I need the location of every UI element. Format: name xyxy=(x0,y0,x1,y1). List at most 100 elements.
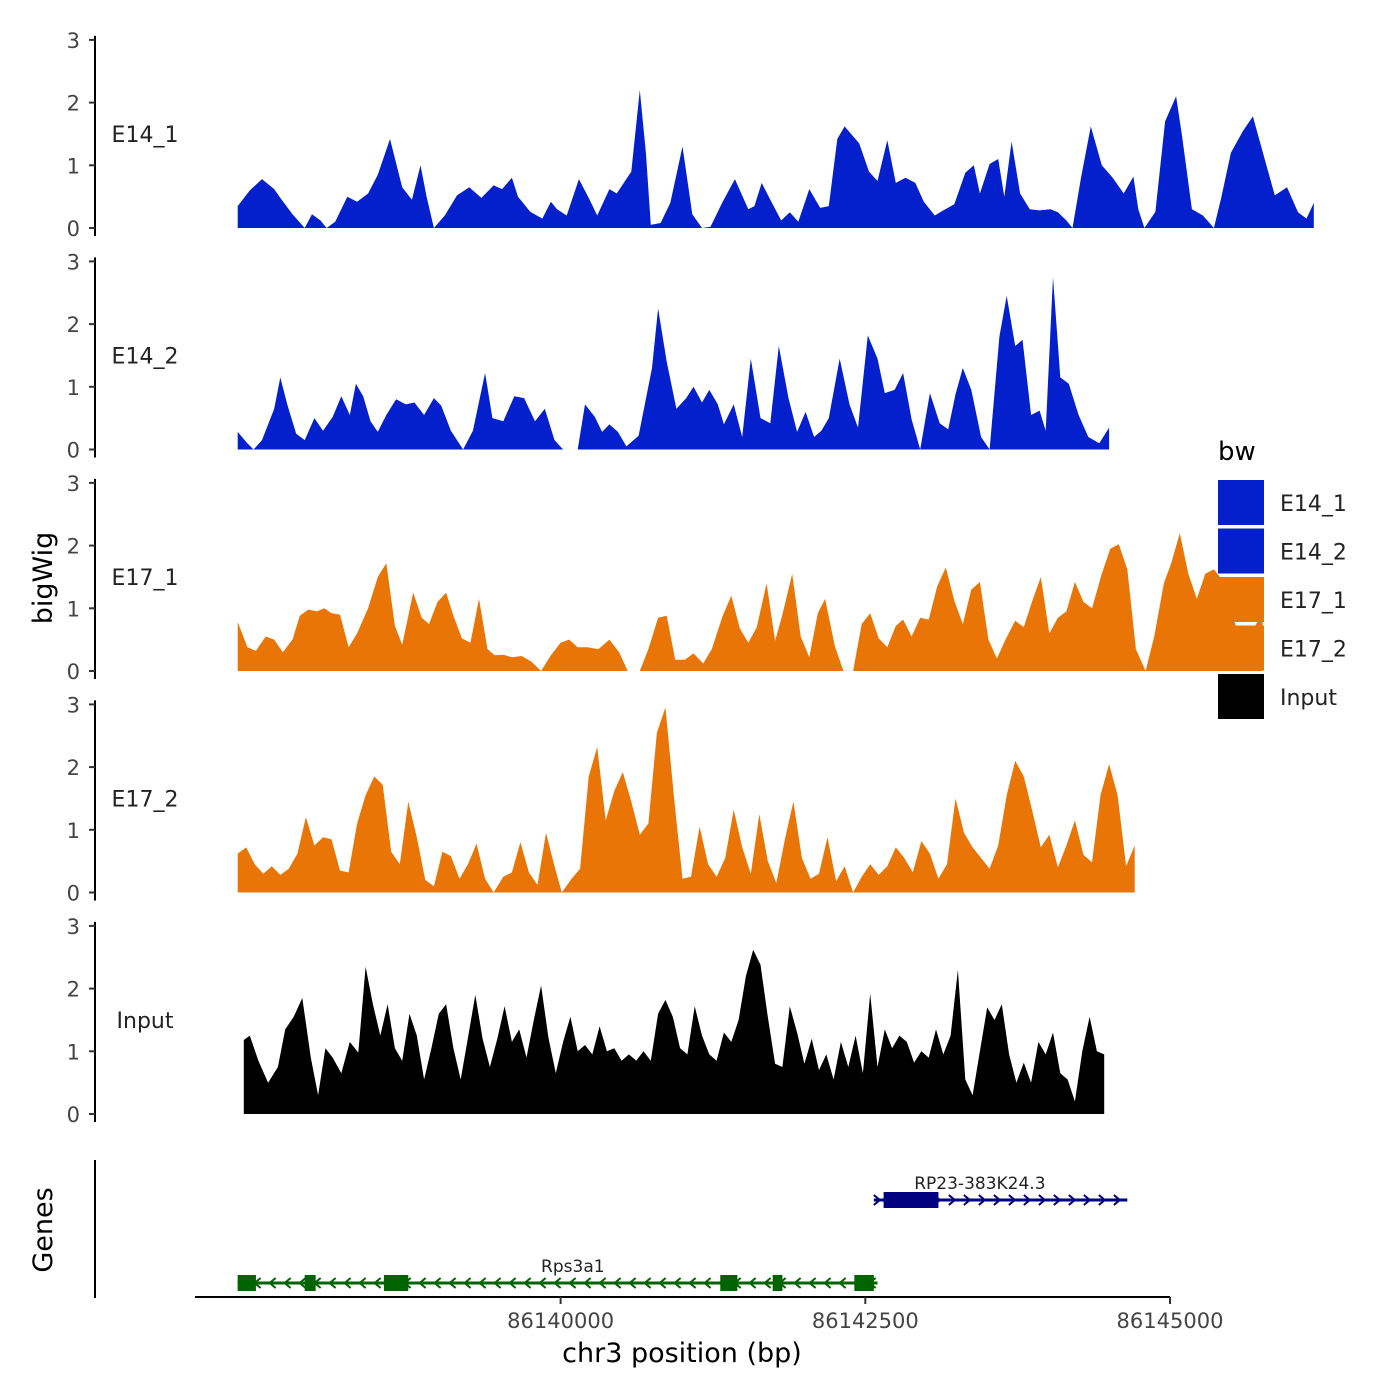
strand-chevron xyxy=(643,1277,652,1289)
track-label: E17_1 xyxy=(112,566,179,591)
gene-exon xyxy=(720,1275,738,1291)
y-tick-label: 0 xyxy=(67,439,80,463)
strand-chevron xyxy=(1113,1194,1122,1206)
strand-chevron xyxy=(763,1277,772,1289)
x-tick-label: 86145000 xyxy=(1117,1309,1224,1333)
gene-exon xyxy=(237,1275,256,1291)
track-label: E17_2 xyxy=(112,787,179,812)
legend-swatch-Input xyxy=(1218,674,1264,719)
x-axis-title: chr3 position (bp) xyxy=(562,1338,802,1369)
strand-chevron xyxy=(583,1277,592,1289)
y-axis-title: bigWig xyxy=(28,532,59,625)
signal-area-E14_2 xyxy=(237,277,1110,450)
strand-chevron xyxy=(358,1277,367,1289)
strand-chevron xyxy=(703,1277,712,1289)
signal-area-E14_1 xyxy=(237,90,1314,228)
gene-label: RP23-383K24.3 xyxy=(914,1174,1045,1194)
legend-label: E17_1 xyxy=(1280,589,1347,614)
y-tick-label: 0 xyxy=(67,1103,80,1127)
strand-chevron xyxy=(493,1277,502,1289)
track-E14_1: 0 1 2 3 E14_1 xyxy=(67,29,1314,241)
y-tick-label: 3 xyxy=(67,915,80,939)
strand-chevron xyxy=(598,1277,607,1289)
strand-chevron xyxy=(1008,1194,1017,1206)
track-E14_2: 0 1 2 3 E14_2 xyxy=(67,250,1110,463)
strand-chevron xyxy=(1038,1194,1047,1206)
signal-area-Input xyxy=(243,949,1105,1114)
strand-chevron xyxy=(463,1277,472,1289)
strand-chevron xyxy=(523,1277,532,1289)
x-tick-label: 86142500 xyxy=(812,1309,919,1333)
genes-panel: Rps3a1 RP23-383K24.3 xyxy=(94,1160,1128,1298)
strand-chevron xyxy=(1023,1194,1032,1206)
legend-label: E14_1 xyxy=(1280,492,1347,517)
track-E17_1: 0 1 2 3 E17_1 xyxy=(67,472,1263,684)
signal-tracks: 0 1 2 3 E14_1 0 1 2 3 E14_2 0 1 2 3 E17_1 0 1 2 3 E17_2 0 1 2 3… xyxy=(67,29,1314,1127)
y-tick-label: 2 xyxy=(67,978,80,1002)
strand-chevron xyxy=(538,1277,547,1289)
strand-chevron xyxy=(673,1277,682,1289)
legend-swatch-E14_2 xyxy=(1218,528,1264,574)
y-tick-label: 1 xyxy=(67,597,80,621)
gene-Rps3a1: Rps3a1 xyxy=(237,1257,878,1291)
gene-exon xyxy=(883,1192,939,1208)
legend-swatch-E17_2 xyxy=(1218,625,1264,671)
strand-chevron xyxy=(298,1277,307,1289)
y-tick-label: 1 xyxy=(67,376,80,400)
legend: bw E14_1 E14_2 E17_1 E17_2 Input xyxy=(1218,437,1347,719)
strand-chevron xyxy=(328,1277,337,1289)
strand-chevron xyxy=(283,1277,292,1289)
track-label: Input xyxy=(117,1009,174,1034)
legend-label: E17_2 xyxy=(1280,638,1347,663)
x-tick-label: 86140000 xyxy=(507,1309,614,1333)
y-tick-label: 2 xyxy=(67,756,80,780)
legend-label: Input xyxy=(1280,686,1337,711)
strand-chevron xyxy=(418,1277,427,1289)
strand-chevron xyxy=(873,1194,882,1206)
strand-chevron xyxy=(993,1194,1002,1206)
strand-chevron xyxy=(268,1277,277,1289)
y-tick-label: 0 xyxy=(67,882,80,906)
track-label: E14_1 xyxy=(112,123,179,148)
strand-chevron xyxy=(433,1277,442,1289)
y-tick-label: 0 xyxy=(67,660,80,684)
y-tick-label: 1 xyxy=(67,819,80,843)
strand-chevron xyxy=(1068,1194,1077,1206)
y-tick-label: 2 xyxy=(67,535,80,559)
strand-chevron xyxy=(373,1277,382,1289)
legend-label: E14_2 xyxy=(1280,541,1347,566)
y-tick-label: 3 xyxy=(67,693,80,717)
strand-chevron xyxy=(978,1194,987,1206)
strand-chevron xyxy=(568,1277,577,1289)
track-Input: 0 1 2 3 Input xyxy=(67,915,1105,1127)
strand-chevron xyxy=(823,1277,832,1289)
strand-chevron xyxy=(508,1277,517,1289)
strand-chevron xyxy=(553,1277,562,1289)
track-label: E14_2 xyxy=(112,344,179,369)
gene-exon xyxy=(854,1275,874,1291)
y-tick-label: 2 xyxy=(67,92,80,116)
strand-chevron xyxy=(658,1277,667,1289)
y-tick-label: 1 xyxy=(67,1040,80,1064)
y-tick-label: 3 xyxy=(67,250,80,274)
y-tick-label: 3 xyxy=(67,29,80,53)
gene-exon xyxy=(383,1275,409,1291)
strand-chevron xyxy=(1083,1194,1092,1206)
strand-chevron xyxy=(793,1277,802,1289)
legend-swatch-E14_1 xyxy=(1218,480,1264,525)
x-axis: 86140000 86142500 86145000 xyxy=(195,1296,1224,1333)
strand-chevron xyxy=(688,1277,697,1289)
gene-label: Rps3a1 xyxy=(541,1257,605,1277)
y-tick-label: 0 xyxy=(67,217,80,241)
y-tick-label: 1 xyxy=(67,154,80,178)
genes-axis-title: Genes xyxy=(28,1187,59,1272)
signal-area-E17_2 xyxy=(237,707,1135,893)
legend-swatch-E17_1 xyxy=(1218,577,1264,622)
strand-chevron xyxy=(448,1277,457,1289)
gene-exon xyxy=(772,1275,783,1291)
strand-chevron xyxy=(838,1277,847,1289)
gene-RP23-383K24.3: RP23-383K24.3 xyxy=(873,1174,1128,1208)
strand-chevron xyxy=(613,1277,622,1289)
gene-exon xyxy=(304,1275,316,1291)
